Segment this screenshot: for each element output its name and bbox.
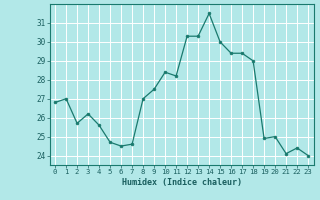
X-axis label: Humidex (Indice chaleur): Humidex (Indice chaleur)	[122, 178, 242, 187]
